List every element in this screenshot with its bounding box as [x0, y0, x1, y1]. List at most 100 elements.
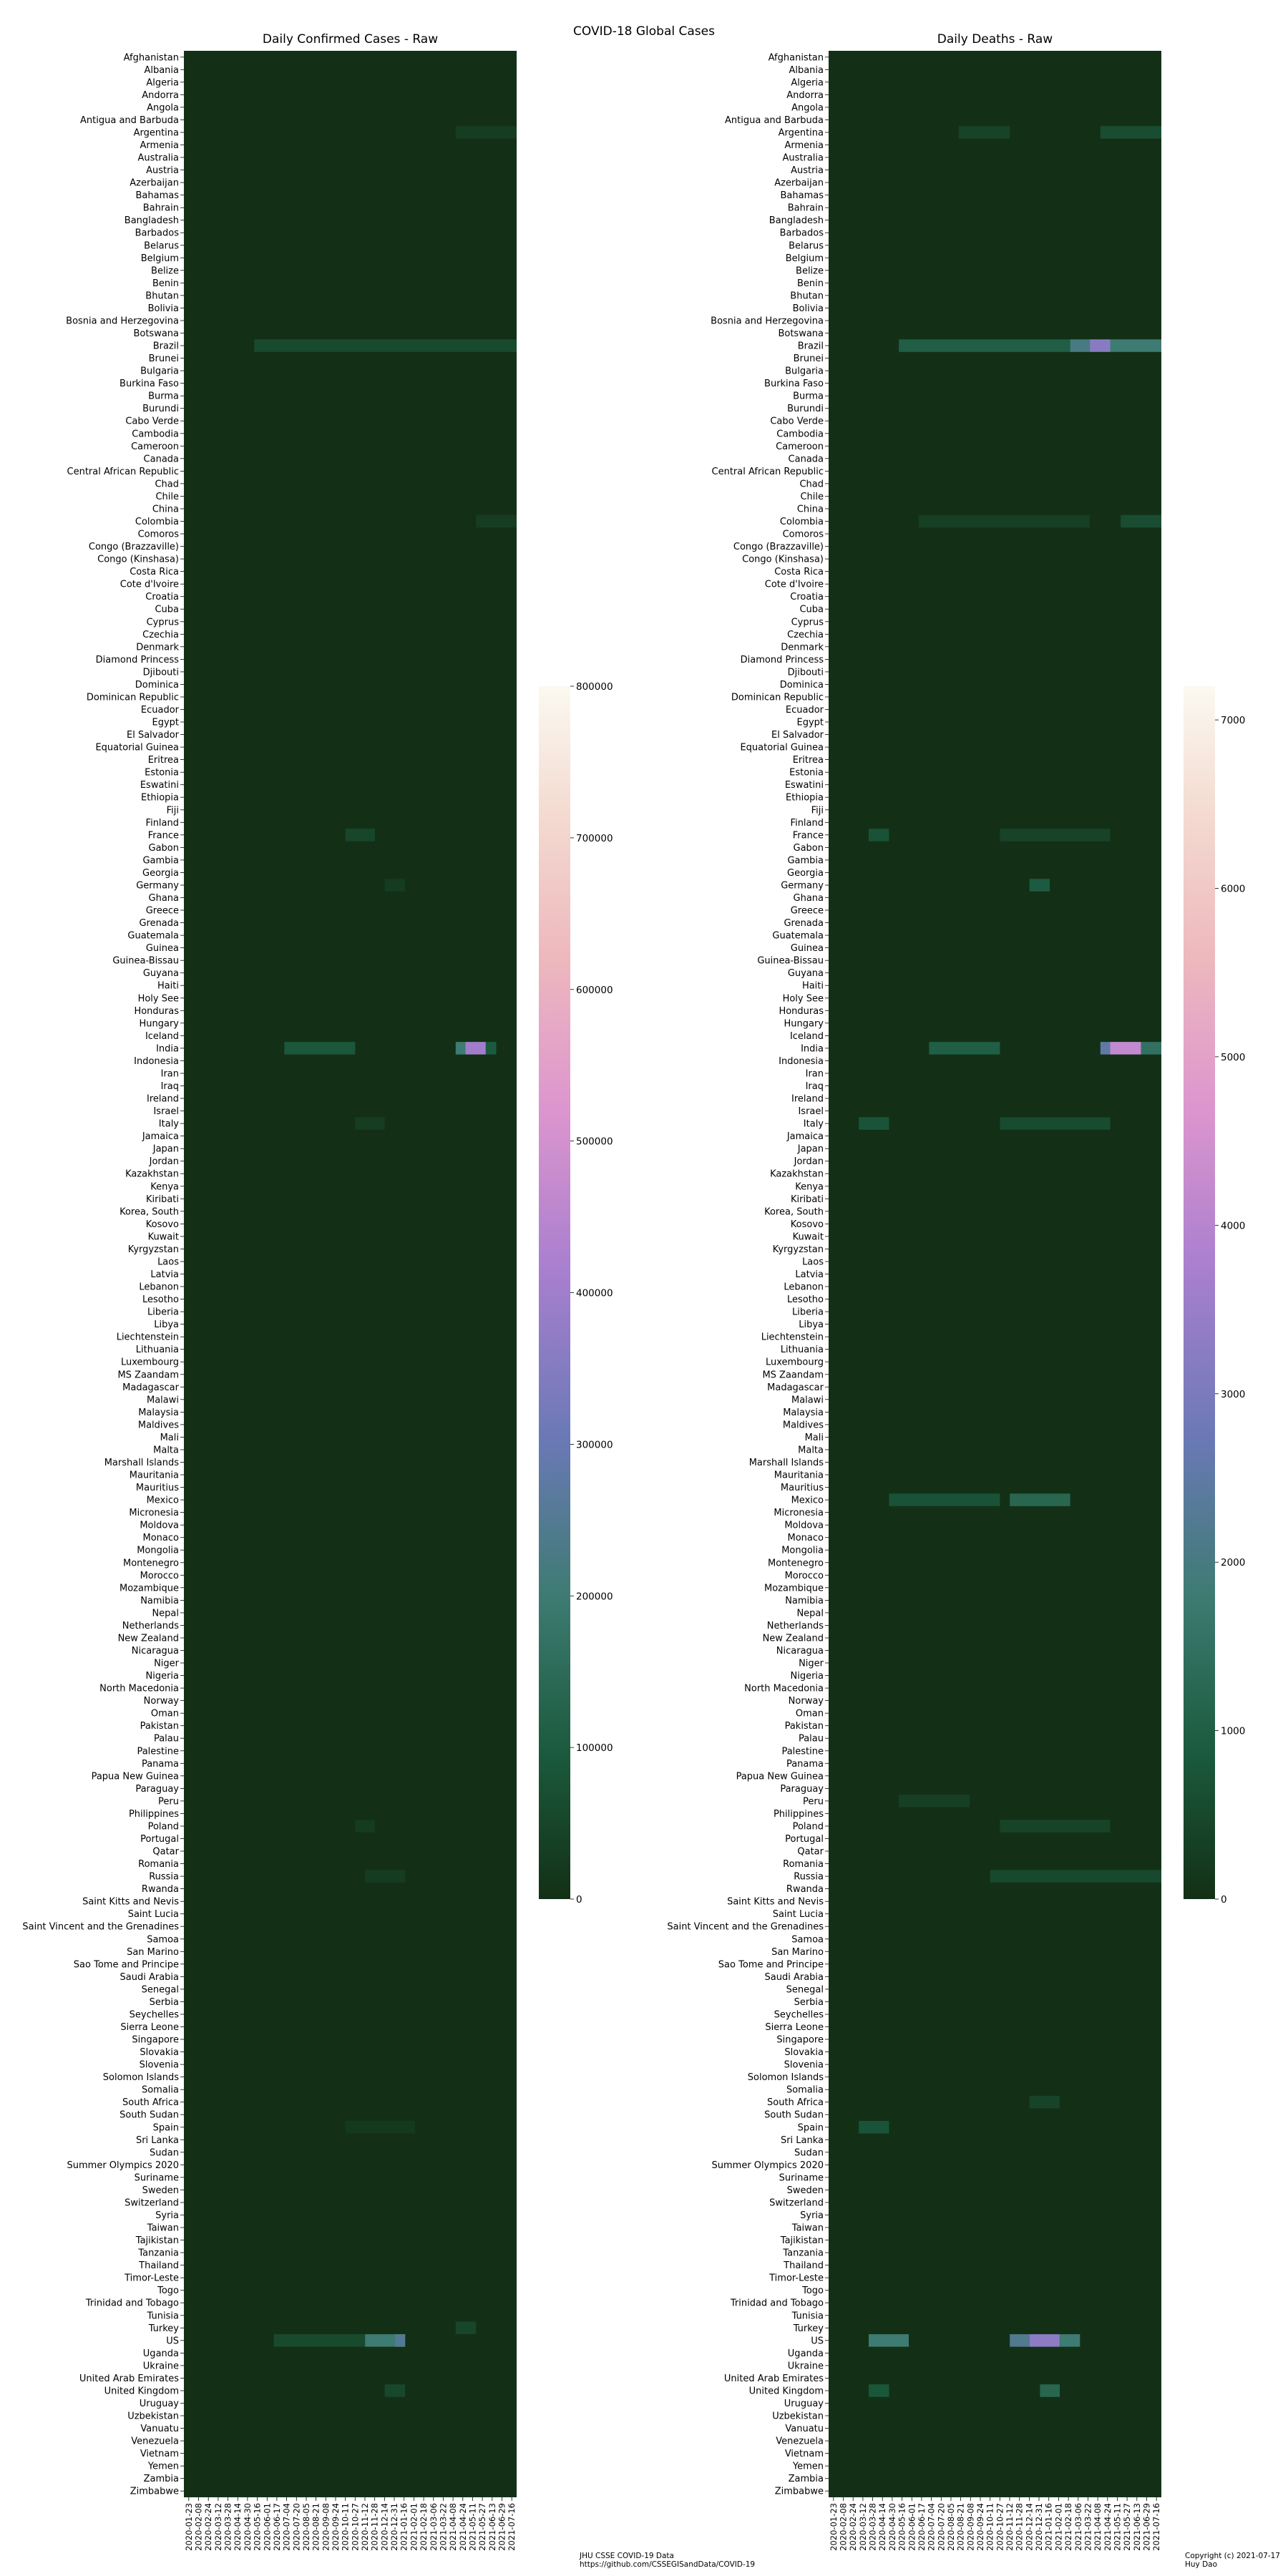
y-tick-label: Solomon Islands: [103, 2072, 179, 2083]
y-tick-label: Andorra: [786, 90, 824, 101]
heatmap-cell: [284, 1042, 356, 1055]
y-tick-label: Estonia: [145, 768, 179, 779]
heatmap-cell: [869, 2384, 889, 2397]
y-tick-label: China: [797, 504, 824, 515]
y-tick-label: Greece: [791, 906, 824, 917]
y-tick-label: Netherlands: [122, 1621, 179, 1631]
y-tick-label: South Africa: [767, 2097, 824, 2108]
x-tick-label: 2020-04-14: [233, 2503, 243, 2551]
y-tick-label: Comoros: [138, 530, 180, 540]
x-tick-label: 2020-02-24: [203, 2503, 213, 2551]
heatmap-cell: [355, 1820, 375, 1833]
y-tick-label: Bolivia: [793, 303, 824, 314]
y-tick-label: Namibia: [785, 1596, 824, 1606]
colorbar: 0 100000 200000 300000 400000 500000 600000 700…: [539, 681, 613, 1906]
y-tick-label: Botswana: [778, 328, 824, 339]
y-tick-label: Nepal: [152, 1608, 179, 1619]
y-tick-label: Belarus: [789, 240, 824, 251]
y-tick-label: Samoa: [791, 1934, 824, 1945]
y-tick-label: Slovenia: [784, 2060, 824, 2071]
y-tick-label: Croatia: [145, 592, 179, 602]
colorbar-tick-label: 800000: [576, 681, 613, 693]
y-tick-label: Lithuania: [136, 1345, 179, 1355]
copyright-line: Copyright (c) 2021-07-17: [1185, 2552, 1280, 2560]
x-axis: 2020-01-23 2020-02-08 2020-02-24 2020-03-12…: [184, 2497, 517, 2551]
y-tick-label: Bahrain: [143, 203, 179, 214]
heatmap-cell: [899, 1795, 970, 1807]
x-tick-label: 2021-03-06: [429, 2503, 439, 2551]
y-tick-label: Guatemala: [772, 931, 824, 942]
heatmap-cell: [1110, 1042, 1141, 1055]
y-tick-label: Samoa: [147, 1934, 179, 1945]
y-tick-label: Qatar: [797, 1847, 824, 1858]
y-tick-label: Venezuela: [131, 2436, 179, 2447]
colorbar-tick-label: 1000: [1221, 1726, 1245, 1737]
y-tick-label: Bosnia and Herzegovina: [66, 316, 179, 327]
colorbar-tick-label: 3000: [1221, 1389, 1245, 1400]
y-tick-label: South Sudan: [119, 2110, 179, 2121]
y-tick-label: Turkey: [148, 2323, 180, 2334]
y-tick-label: Togo: [157, 2285, 179, 2296]
y-tick-label: Jamaica: [142, 1131, 179, 1142]
y-tick-label: Burma: [793, 391, 824, 402]
x-tick-label: 2020-10-11: [985, 2503, 995, 2551]
x-tick-label: 2020-01-23: [829, 2503, 839, 2551]
y-tick-label: Solomon Islands: [748, 2072, 824, 2083]
y-tick-label: Antigua and Barbuda: [80, 115, 179, 126]
y-tick-label: Switzerland: [769, 2198, 824, 2209]
heatmap-cell: [1010, 2334, 1030, 2347]
y-tick-label: San Marino: [127, 1947, 179, 1958]
x-tick-label: 2020-02-08: [194, 2503, 204, 2551]
y-tick-label: Malawi: [791, 1395, 824, 1405]
y-tick-label: Iran: [806, 1069, 824, 1080]
y-tick-label: North Macedonia: [744, 1684, 824, 1694]
y-tick-label: Eritrea: [148, 755, 179, 766]
copyright-footnote: Copyright (c) 2021-07-17 Huy Dao: [1185, 2552, 1280, 2569]
y-tick-label: Mauritius: [136, 1483, 179, 1493]
heatmap-cell: [273, 2334, 366, 2347]
y-tick-label: Antigua and Barbuda: [725, 115, 824, 126]
y-tick-label: Canada: [144, 454, 179, 464]
y-tick-label: Haiti: [157, 981, 179, 992]
y-tick-label: Guinea: [146, 943, 179, 954]
y-tick-label: Barbados: [135, 228, 180, 239]
y-tick-label: Benin: [797, 278, 824, 289]
y-tick-label: Sao Tome and Principe: [74, 1959, 179, 1970]
y-tick-label: Australia: [137, 153, 179, 164]
x-tick-label: 2021-05-11: [468, 2503, 478, 2551]
y-tick-label: Libya: [154, 1319, 179, 1330]
y-tick-label: Poland: [148, 1822, 179, 1833]
colorbar-tick-label: 300000: [576, 1439, 613, 1450]
y-tick-label: France: [148, 830, 179, 841]
heatmap-cell: [355, 1117, 385, 1130]
y-tick-label: Bangladesh: [125, 215, 179, 226]
y-tick-label: Armenia: [785, 140, 824, 151]
y-tick-label: Tunisia: [147, 2311, 179, 2321]
y-tick-label: Norway: [144, 1696, 180, 1707]
y-tick-label: Brunei: [149, 353, 179, 364]
y-tick-label: Algeria: [146, 77, 179, 88]
x-tick-label: 2020-03-28: [223, 2503, 233, 2551]
heatmap-cell: [345, 829, 375, 841]
y-tick-label: Syria: [800, 2210, 824, 2221]
y-tick-label: Morocco: [140, 1571, 179, 1581]
y-tick-label: Senegal: [786, 1984, 824, 1995]
x-tick-label: 2020-06-01: [907, 2503, 917, 2551]
y-tick-label: Denmark: [136, 642, 179, 653]
y-tick-label: Albania: [789, 65, 824, 76]
y-tick-label: Yemen: [792, 2462, 824, 2472]
y-tick-label: Eswatini: [785, 780, 824, 791]
y-tick-label: Mauritania: [774, 1470, 824, 1481]
y-tick-label: Colombia: [780, 517, 824, 527]
x-tick-label: 2021-06-29: [1142, 2503, 1152, 2551]
y-tick-label: Saudi Arabia: [765, 1972, 824, 1983]
x-tick-label: 2020-07-04: [282, 2503, 292, 2551]
y-tick-label: Palau: [799, 1734, 824, 1745]
x-tick-label: 2020-03-12: [213, 2503, 223, 2551]
heatmap-cell: [1000, 829, 1111, 841]
y-tick-label: India: [801, 1043, 824, 1054]
y-tick-label: Norway: [789, 1696, 824, 1707]
heatmap-cell: [395, 2334, 406, 2347]
colorbar-tick-label: 7000: [1221, 715, 1245, 726]
y-tick-label: New Zealand: [763, 1634, 824, 1644]
